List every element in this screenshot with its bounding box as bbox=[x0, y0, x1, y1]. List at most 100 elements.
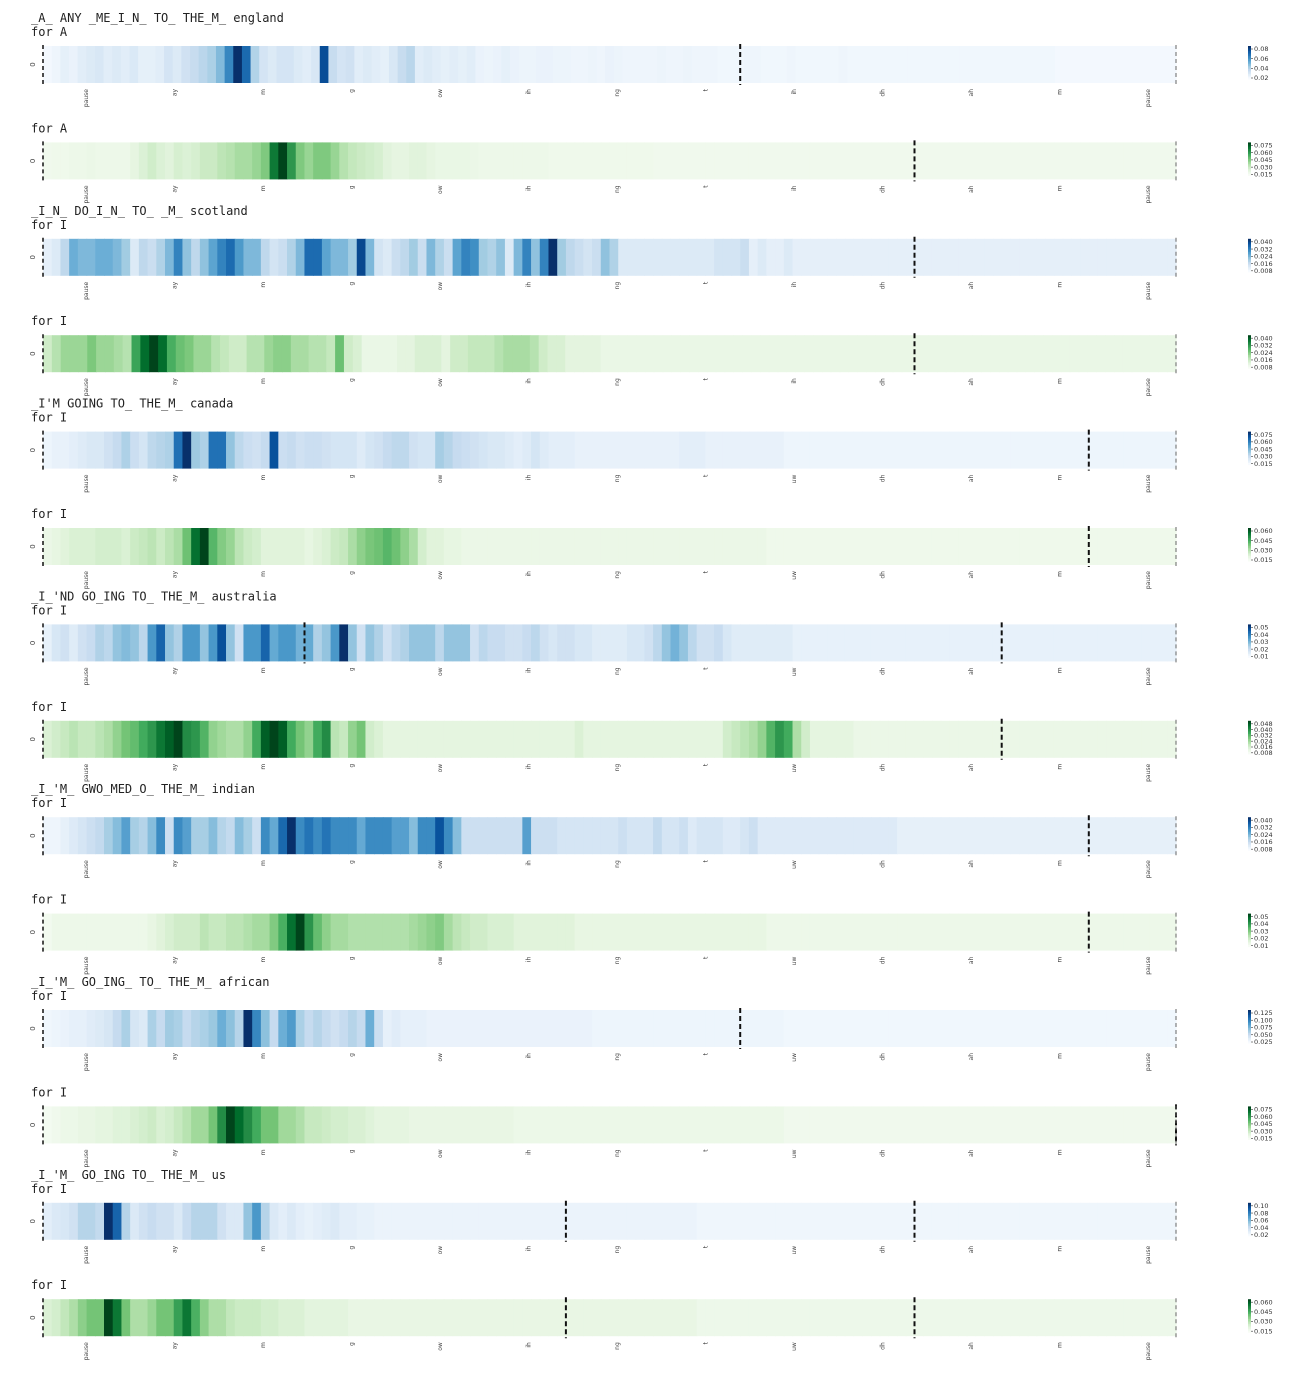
colorbar-segment bbox=[1248, 57, 1251, 60]
colorbar-segment bbox=[1248, 642, 1251, 645]
heatmap-cell bbox=[844, 238, 855, 276]
heatmap-cell bbox=[426, 817, 436, 855]
colorbar-tick-label: 0.030 bbox=[1254, 1318, 1273, 1326]
heatmap-cell bbox=[181, 46, 191, 83]
heatmap-cell bbox=[609, 913, 619, 951]
heatmap-cell bbox=[984, 238, 994, 276]
heatmap-cell bbox=[86, 528, 96, 565]
colorbar-segment bbox=[1248, 358, 1251, 361]
heatmap-cell bbox=[870, 528, 881, 565]
heatmap-cell bbox=[77, 142, 88, 180]
colorbar-segment bbox=[1248, 59, 1251, 62]
heatmap-cell bbox=[1115, 46, 1125, 83]
heatmap-cell bbox=[513, 913, 523, 951]
heatmap-cell bbox=[966, 1202, 977, 1240]
colorbar-segment bbox=[1248, 149, 1251, 152]
heatmap-cell bbox=[252, 1010, 262, 1047]
colorbar-segment bbox=[1248, 462, 1251, 466]
heatmap-cell bbox=[191, 142, 201, 180]
heatmap-cell bbox=[112, 1299, 123, 1337]
heatmap-cell bbox=[1114, 624, 1125, 662]
colorbar-segment bbox=[1248, 1116, 1251, 1119]
heatmap-cell bbox=[1114, 238, 1125, 276]
heatmap-cell bbox=[60, 913, 70, 951]
heatmap-cell bbox=[423, 335, 434, 373]
heatmap-cell bbox=[609, 142, 619, 180]
colorbar-segment bbox=[1248, 1036, 1251, 1039]
heatmap-cell bbox=[592, 624, 602, 662]
colorbar-segment bbox=[1248, 54, 1251, 57]
colorbar-segment bbox=[1248, 247, 1251, 250]
heatmap-cell bbox=[1045, 720, 1055, 758]
heatmap-cell bbox=[234, 238, 245, 276]
heatmap-cell bbox=[626, 1010, 637, 1047]
heatmap-cell bbox=[801, 142, 811, 180]
colorbar-segment bbox=[1248, 144, 1251, 147]
colorbar-segment bbox=[1248, 940, 1251, 943]
heatmap-cell bbox=[958, 528, 968, 565]
colorbar-segment bbox=[1248, 443, 1251, 446]
heatmap-cell bbox=[1167, 335, 1177, 373]
heatmap-cell bbox=[653, 1202, 663, 1240]
heatmap-cell bbox=[748, 1106, 759, 1144]
heatmap-cell bbox=[86, 720, 96, 758]
colorbar-segment bbox=[1248, 915, 1251, 918]
heatmap-cell bbox=[1158, 1106, 1168, 1144]
heatmap-cell bbox=[1114, 1299, 1125, 1337]
heatmap-cell bbox=[382, 1010, 393, 1047]
colorbar-tick-label: 0.01 bbox=[1254, 942, 1268, 950]
heatmap-cell bbox=[661, 913, 672, 951]
colorbar-segment bbox=[1248, 843, 1251, 846]
heatmap-cell bbox=[182, 142, 192, 180]
heatmap-cell bbox=[812, 46, 822, 83]
heatmap-cell bbox=[557, 238, 567, 276]
heatmap-cell bbox=[940, 1106, 950, 1144]
heatmap-cell bbox=[313, 1299, 323, 1337]
colorbar-tick-label: 0.06 bbox=[1254, 1217, 1268, 1225]
heatmap-cell bbox=[801, 528, 811, 565]
heatmap-cell bbox=[494, 335, 504, 373]
heatmap-cell bbox=[348, 528, 358, 565]
heatmap-cell bbox=[705, 528, 715, 565]
colorbar-segment bbox=[1248, 528, 1251, 531]
heatmap-cell bbox=[801, 1106, 811, 1144]
heatmap-cell bbox=[138, 720, 149, 758]
heatmap-cell bbox=[512, 335, 522, 373]
heatmap-cell bbox=[565, 1106, 576, 1144]
panel-subtitle: for A bbox=[31, 25, 68, 39]
heatmap-cell bbox=[165, 1106, 175, 1144]
heatmap-cell bbox=[43, 624, 53, 662]
heatmap-cell bbox=[635, 1106, 645, 1144]
heatmap-cell bbox=[287, 1106, 297, 1144]
phone-label: ah bbox=[968, 474, 975, 482]
phone-label: m bbox=[260, 764, 267, 770]
heatmap-cell bbox=[409, 720, 419, 758]
heatmap-cell bbox=[243, 913, 253, 951]
heatmap-cell bbox=[809, 913, 820, 951]
heatmap-cell bbox=[1080, 720, 1090, 758]
heatmap-cell bbox=[687, 624, 698, 662]
heatmap-cell bbox=[339, 720, 349, 758]
heatmap-cell bbox=[635, 720, 645, 758]
heatmap-cell bbox=[613, 46, 624, 83]
heatmap-cell bbox=[487, 624, 497, 662]
heatmap-cell bbox=[1016, 335, 1027, 373]
heatmap-cell bbox=[1080, 142, 1090, 180]
heatmap-cells bbox=[43, 913, 1177, 951]
heatmap-cell bbox=[104, 142, 114, 180]
heatmap-cells bbox=[43, 1202, 1177, 1240]
heatmap-cell bbox=[1080, 1202, 1090, 1240]
colorbar-tick-label: 0.02 bbox=[1254, 645, 1268, 653]
heatmap-cell bbox=[809, 528, 820, 565]
heatmap-cell bbox=[748, 913, 759, 951]
heatmap-cell bbox=[600, 1202, 611, 1240]
heatmap-cells bbox=[43, 1299, 1177, 1337]
phone-label: uw bbox=[791, 957, 798, 966]
heatmap-cell bbox=[470, 720, 480, 758]
heatmap-cell bbox=[565, 817, 576, 855]
heatmap-cell bbox=[696, 1202, 706, 1240]
heatmap-cell bbox=[644, 624, 654, 662]
heatmap-cell bbox=[193, 335, 203, 373]
heatmap-cell bbox=[365, 142, 375, 180]
heatmap-cell bbox=[862, 238, 872, 276]
